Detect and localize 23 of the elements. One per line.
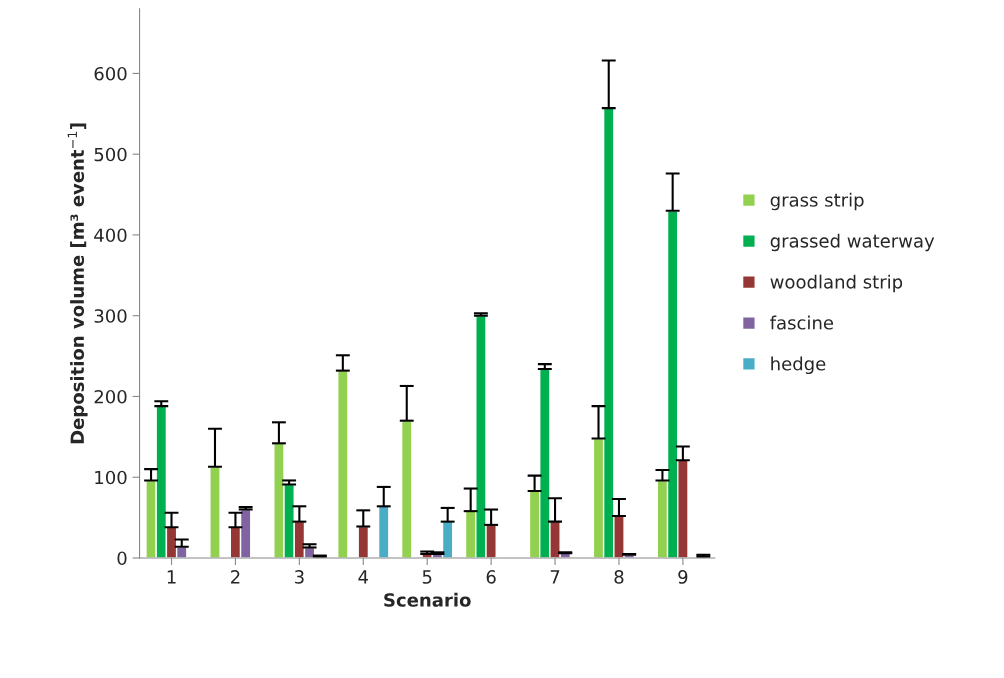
y-tick-label: 0 <box>117 551 127 566</box>
legend-label: hedge <box>771 356 826 375</box>
legend-label: fascine <box>770 315 834 330</box>
x-tick-label: 6 <box>486 570 496 584</box>
y-tick-label: 300 <box>94 309 127 323</box>
x-axis-title: Scenario <box>384 592 471 607</box>
legend-label: grassed waterway <box>770 233 935 252</box>
x-tick-label: 4 <box>358 570 369 584</box>
legend-label: grass strip <box>770 192 864 211</box>
y-tick-label: 600 <box>94 66 127 81</box>
x-tick-label: 5 <box>422 570 432 584</box>
y-tick-label: 100 <box>95 470 127 485</box>
x-tick-label: 2 <box>231 570 240 584</box>
y-tick-label: 200 <box>94 389 127 404</box>
x-tick-label: 1 <box>167 570 176 584</box>
x-tick-label: 8 <box>614 570 624 584</box>
y-tick-label: 500 <box>94 147 127 162</box>
x-tick-label: 9 <box>678 570 688 584</box>
x-tick-label: 7 <box>550 570 560 584</box>
x-tick-label: 3 <box>294 570 304 584</box>
y-axis-title: Deposition volume [m³ event$^{−1}$] <box>67 123 88 444</box>
legend-label: woodland strip <box>770 274 903 293</box>
y-tick-label: 400 <box>94 228 127 243</box>
